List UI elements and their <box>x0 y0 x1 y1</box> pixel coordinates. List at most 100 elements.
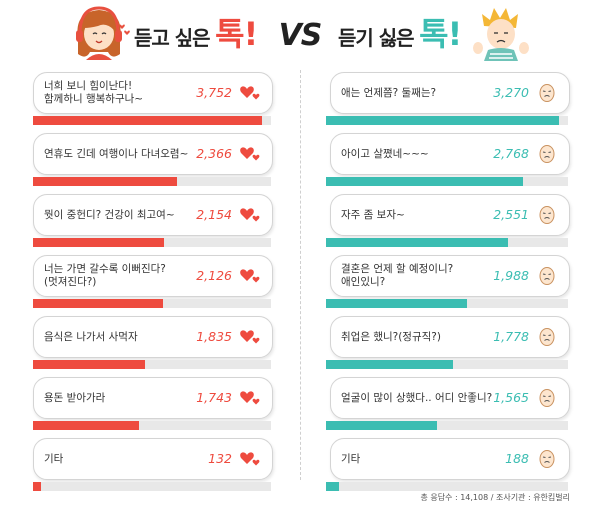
right-bar <box>326 360 453 369</box>
right-speech-bubble: 아이고 살쪘네~~~ 2,768 <box>330 133 570 175</box>
right-speech-bubble: 자주 좀 보자~ 2,551 <box>330 194 570 236</box>
disgusted-face-icon <box>535 327 559 347</box>
right-speech-bubble: 애는 언제쯤? 둘째는? 3,270 <box>330 72 570 114</box>
left-bar-track <box>33 116 271 125</box>
right-bar-track <box>326 421 568 430</box>
left-speech-bubble: 연휴도 긴데 여행이나 다녀오렴~ 2,366 <box>33 133 273 175</box>
annoyed-boy-illustration <box>473 8 529 61</box>
right-speech-bubble: 얼굴이 많이 상했다.. 어디 안좋니? 1,565 <box>330 377 570 419</box>
left-item-count: 3,752 <box>196 85 232 100</box>
left-item-row: 뭣이 중헌디? 건강이 최고여~ 2,154 <box>0 194 600 254</box>
left-bar <box>33 421 139 430</box>
right-bar-track <box>326 177 568 186</box>
right-item-row: 취업은 했니?(정규직?) 1,778 <box>0 316 600 376</box>
right-item-row: 자주 좀 보자~ 2,551 <box>0 194 600 254</box>
left-item-row: 기타 132 <box>0 438 600 498</box>
right-speech-bubble: 취업은 했니?(정규직?) 1,778 <box>330 316 570 358</box>
right-bar-track <box>326 116 568 125</box>
right-item-label: 얼굴이 많이 상했다.. 어디 안좋니? <box>341 391 493 404</box>
left-speech-bubble: 음식은 나가서 사먹자 1,835 <box>33 316 273 358</box>
left-bar-track <box>33 482 271 491</box>
right-item-label: 취업은 했니?(정규직?) <box>341 330 441 343</box>
right-item-label: 기타 <box>341 452 361 465</box>
title-right: 듣기 싫은 톡! <box>338 14 462 54</box>
right-speech-bubble: 결혼은 언제 할 예정이니? 애인있니? 1,988 <box>330 255 570 297</box>
right-item-count: 1,778 <box>493 329 529 344</box>
right-item-label: 애는 언제쯤? 둘째는? <box>341 86 437 99</box>
left-item-count: 1,835 <box>196 329 232 344</box>
left-item-label: 너는 가면 갈수록 이뻐진다? (멋져진다?) <box>44 263 166 288</box>
right-bar <box>326 177 523 186</box>
right-item-row: 결혼은 언제 할 예정이니? 애인있니? 1,988 <box>0 255 600 315</box>
left-item-count: 2,126 <box>196 268 232 283</box>
left-item-count: 2,154 <box>196 207 232 222</box>
heart-icon <box>238 388 262 408</box>
left-item-label: 기타 <box>44 452 64 465</box>
left-bar <box>33 238 164 247</box>
title-left-main: 듣고 싶은 <box>134 26 211 50</box>
disgusted-face-icon <box>535 205 559 225</box>
left-item-label: 너희 보니 힘이난다! 함께하니 행복하구나~ <box>44 80 144 105</box>
title-right-main: 듣기 싫은 <box>338 26 415 50</box>
title-right-accent: 톡! <box>419 15 462 53</box>
disgusted-face-icon <box>535 83 559 103</box>
right-bar-track <box>326 238 568 247</box>
right-item-label: 자주 좀 보자~ <box>341 208 405 221</box>
right-item-count: 3,270 <box>493 85 529 100</box>
left-item-label: 음식은 나가서 사먹자 <box>44 330 138 343</box>
left-bar <box>33 116 262 125</box>
left-bar <box>33 299 163 308</box>
left-item-row: 연휴도 긴데 여행이나 다녀오렴~ 2,366 <box>0 133 600 193</box>
right-item-row: 얼굴이 많이 상했다.. 어디 안좋니? 1,565 <box>0 377 600 437</box>
left-item-count: 132 <box>208 451 232 466</box>
left-item-row: 너는 가면 갈수록 이뻐진다? (멋져진다?) 2,126 <box>0 255 600 315</box>
right-bar <box>326 238 508 247</box>
heart-icon <box>238 83 262 103</box>
right-item-row: 아이고 살쪘네~~~ 2,768 <box>0 133 600 193</box>
right-item-count: 2,768 <box>493 146 529 161</box>
left-bar-track <box>33 238 271 247</box>
girl-with-headphones-illustration <box>76 6 122 60</box>
heart-icon <box>238 266 262 286</box>
left-item-label: 뭣이 중헌디? 건강이 최고여~ <box>44 208 175 221</box>
heart-icon <box>238 449 262 469</box>
heart-icon <box>238 205 262 225</box>
right-bar <box>326 482 339 491</box>
left-speech-bubble: 기타 132 <box>33 438 273 480</box>
right-item-row: 기타 188 <box>0 438 600 498</box>
small-hearts-icon <box>119 24 130 35</box>
disgusted-face-icon <box>535 388 559 408</box>
left-speech-bubble: 너는 가면 갈수록 이뻐진다? (멋져진다?) 2,126 <box>33 255 273 297</box>
left-item-label: 연휴도 긴데 여행이나 다녀오렴~ <box>44 147 189 160</box>
right-bar <box>326 116 559 125</box>
left-speech-bubble: 용돈 받아가라 1,743 <box>33 377 273 419</box>
center-divider <box>300 70 301 480</box>
left-bar <box>33 360 145 369</box>
disgusted-face-icon <box>535 144 559 164</box>
title-left: 듣고 싶은 톡! <box>134 14 258 54</box>
left-item-count: 1,743 <box>196 390 232 405</box>
title-left-accent: 톡! <box>215 15 258 53</box>
left-speech-bubble: 뭣이 중헌디? 건강이 최고여~ 2,154 <box>33 194 273 236</box>
left-bar-track <box>33 177 271 186</box>
right-item-label: 아이고 살쪘네~~~ <box>341 147 429 160</box>
right-bar <box>326 299 467 308</box>
right-item-label: 결혼은 언제 할 예정이니? 애인있니? <box>341 263 454 288</box>
heart-icon <box>238 327 262 347</box>
right-item-count: 1,565 <box>493 390 529 405</box>
left-bar <box>33 482 41 491</box>
right-item-count: 1,988 <box>493 268 529 283</box>
left-item-label: 용돈 받아가라 <box>44 391 106 404</box>
heart-icon <box>238 144 262 164</box>
right-item-row: 애는 언제쯤? 둘째는? 3,270 <box>0 72 600 132</box>
right-item-count: 2,551 <box>493 207 529 222</box>
left-item-row: 음식은 나가서 사먹자 1,835 <box>0 316 600 376</box>
right-item-count: 188 <box>505 451 529 466</box>
left-bar-track <box>33 421 271 430</box>
header: 듣고 싶은 톡! VS 듣기 싫은 톡! <box>0 0 600 66</box>
left-bar <box>33 177 177 186</box>
left-item-row: 용돈 받아가라 1,743 <box>0 377 600 437</box>
disgusted-face-icon <box>535 449 559 469</box>
disgusted-face-icon <box>535 266 559 286</box>
right-speech-bubble: 기타 188 <box>330 438 570 480</box>
